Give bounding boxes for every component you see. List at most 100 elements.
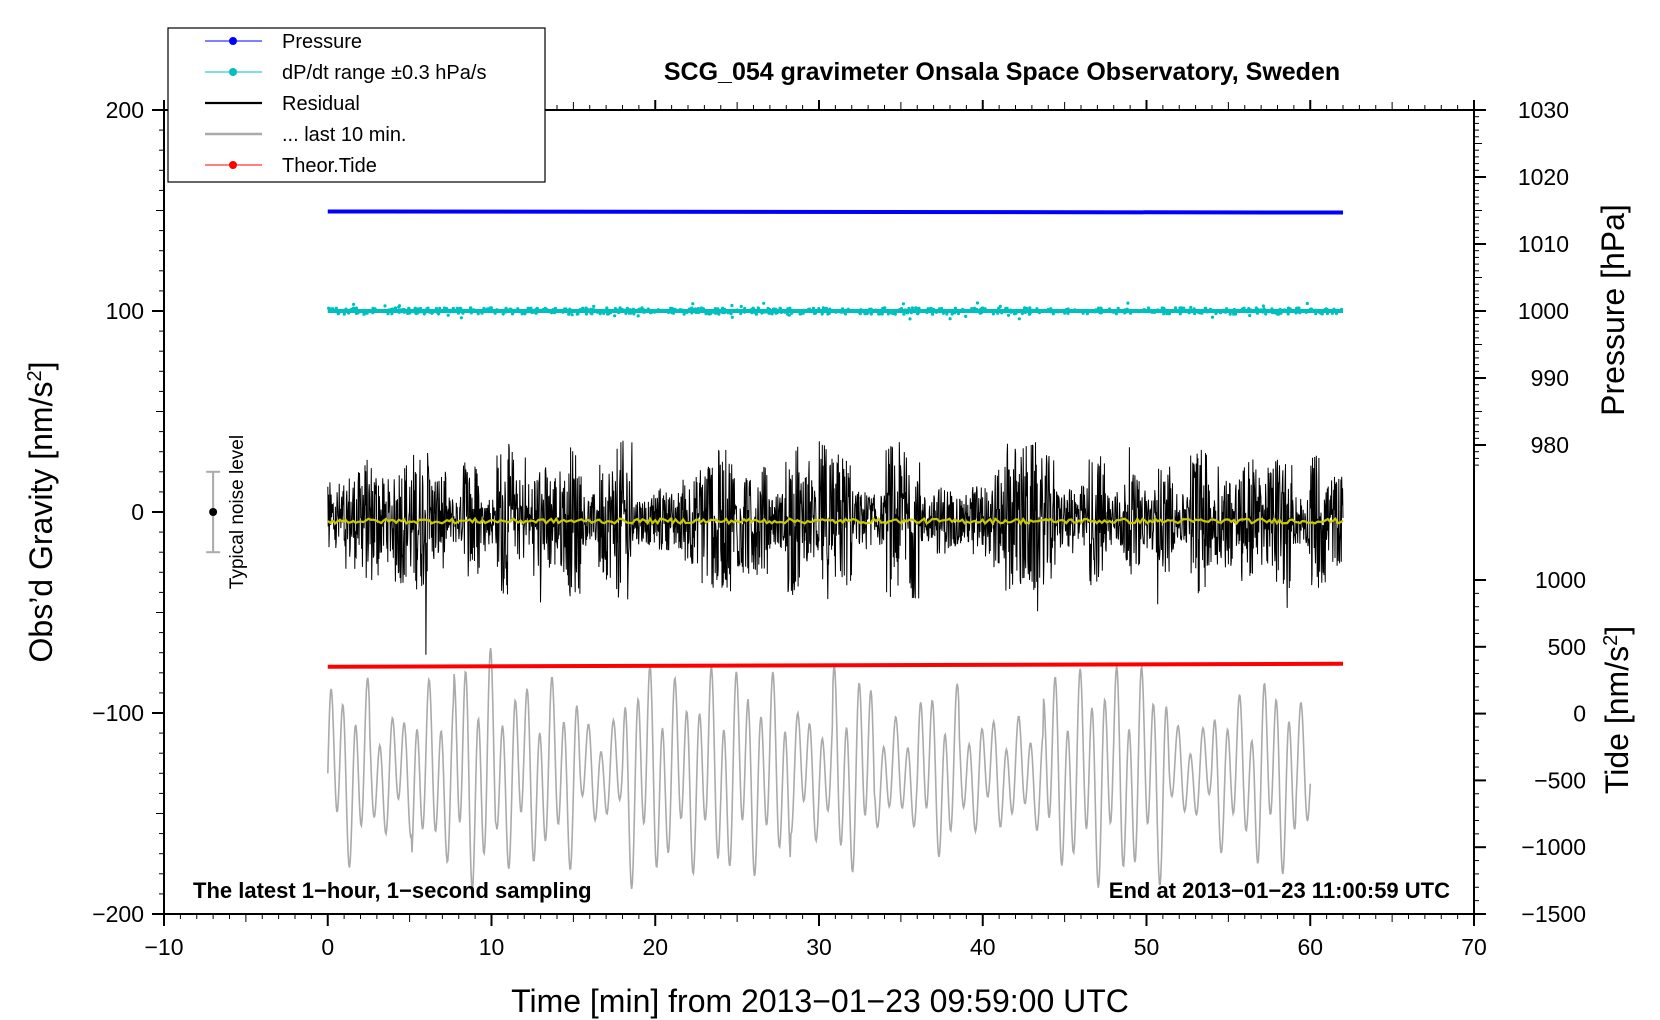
dpdt-point [841,307,845,311]
dpdt-point [455,306,459,310]
dpdt-point [526,310,530,314]
dpdt-point [866,310,870,314]
dpdt-point [662,309,666,314]
dpdt-point [430,311,434,315]
dpdt-point [420,309,424,313]
dpdt-point [602,309,606,313]
y-axis-title-left: Obs’d Gravity [nm/s2] [23,362,59,663]
dpdt-point [690,306,694,310]
dpdt-point [753,310,757,315]
chart-title: SCG_054 gravimeter Onsala Space Observat… [664,58,1340,86]
dpdt-point [461,311,465,315]
dpdt-point [530,310,534,315]
dpdt-point [849,309,853,313]
dpdt-point [613,307,618,311]
dpdt-point [401,307,406,311]
dpdt-point [551,309,555,313]
dpdt-point [389,307,393,311]
dpdt-point [589,307,593,311]
tide-tick-label: −1000 [1521,834,1586,860]
dpdt-point [331,307,335,311]
dpdt-point [1192,307,1196,311]
dpdt-point [1030,308,1034,313]
tide-tick-label: 0 [1573,701,1586,727]
dpdt-point [595,310,600,314]
dpdt-point [406,308,410,312]
dpdt-point [354,306,359,310]
dpdt-point [1082,308,1086,313]
dpdt-point [1098,311,1102,315]
dpdt-point [997,308,1002,312]
dpdt-point [1324,307,1328,311]
tide-tick-label: −500 [1534,767,1586,793]
x-tick-label: 40 [970,934,996,960]
dpdt-point [743,310,747,314]
dpdt-point [1066,311,1070,315]
x-axis-title: Time [min] from 2013−01−23 09:59:00 UTC [511,983,1129,1019]
dpdt-point [475,309,479,313]
dpdt-point [1028,306,1032,310]
dpdt-point [446,313,450,317]
dpdt-point [931,312,935,316]
dpdt-point [948,317,952,321]
dpdt-point [946,309,950,313]
y-tick-label: 200 [106,97,144,123]
dpdt-point [914,306,918,310]
annotation-end-time: End at 2013−01−23 11:00:59 UTC [1109,878,1450,903]
dpdt-point [678,308,682,312]
dpdt-point [907,306,911,311]
dpdt-point [1182,306,1186,310]
dpdt-point [1178,312,1182,316]
dpdt-point [1325,311,1329,316]
dpdt-point [413,310,417,314]
dpdt-point [812,309,816,313]
dpdt-point [1152,310,1157,314]
dpdt-point [767,307,772,312]
dpdt-point [783,310,787,314]
dpdt-point [1225,307,1229,311]
dpdt-point [776,309,780,313]
dpdt-point [592,304,596,308]
dpdt-point [449,308,453,312]
dpdt-point [886,312,890,316]
dpdt-point [711,310,715,314]
dpdt-point [690,311,694,315]
dpdt-point [1035,307,1039,311]
dpdt-point [575,312,579,316]
dpdt-point [932,308,936,312]
dpdt-point [1232,312,1236,316]
dpdt-point [828,307,832,311]
series-theor-tide [327,661,1344,669]
dpdt-point [950,309,954,314]
dpdt-point [701,307,706,311]
dpdt-point [908,317,912,321]
pressure-tick-label: 1010 [1518,231,1569,257]
dpdt-point [1228,308,1232,312]
dpdt-point [1147,310,1151,314]
dpdt-point [834,310,838,314]
dpdt-point [1004,310,1008,314]
dpdt-point [469,307,473,311]
dpdt-point [627,311,632,315]
dpdt-point [347,311,351,315]
dpdt-point [787,313,791,317]
dpdt-point [970,307,974,311]
dpdt-point [504,306,508,310]
dpdt-point [940,306,944,311]
dpdt-point [1286,312,1290,316]
dpdt-point [821,310,825,314]
dpdt-point [1035,309,1039,314]
dpdt-point [350,309,354,313]
dpdt-point [1021,310,1025,314]
tide-tick-label: −1500 [1521,901,1586,927]
dpdt-point [425,307,429,311]
dpdt-point [760,311,764,315]
dpdt-point [1041,309,1045,313]
dpdt-point [681,309,685,314]
dpdt-point [523,309,527,313]
dpdt-point [1288,307,1292,311]
dpdt-point [1242,306,1246,310]
dpdt-point [456,311,461,315]
dpdt-point [584,312,589,316]
dpdt-point [1255,311,1260,315]
